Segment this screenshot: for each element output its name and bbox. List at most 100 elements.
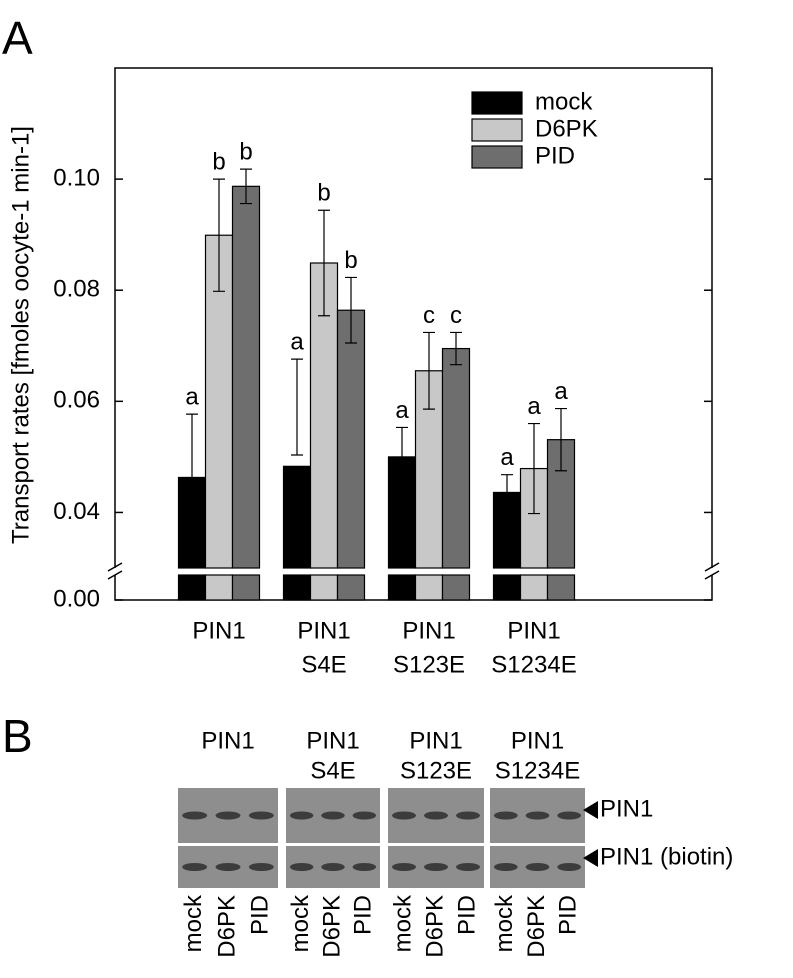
blot-band [215, 863, 241, 871]
significance-letter: a [527, 393, 541, 420]
significance-letter: b [344, 247, 357, 274]
axis-break [704, 562, 720, 572]
bar [282, 465, 312, 569]
bar [177, 574, 207, 601]
arrowhead [583, 849, 598, 867]
blot-band [289, 811, 314, 820]
blot-band [321, 811, 345, 820]
bar [309, 574, 339, 601]
x-tick-label: PIN1 [507, 617, 560, 644]
lane-label: mock [389, 894, 416, 952]
error-bar [318, 209, 330, 317]
blot-group-label: PIN1 [511, 727, 564, 754]
blot-row-label: PIN1 [600, 795, 653, 822]
legend-label: PID [535, 142, 575, 169]
bar [282, 574, 312, 601]
lane-label: mock [180, 894, 207, 952]
blot-band [557, 863, 582, 871]
bar [414, 574, 444, 601]
arrowhead [583, 801, 598, 819]
blot-band [248, 863, 274, 871]
error-bar [240, 168, 252, 205]
significance-letter: a [395, 397, 409, 424]
bar [204, 574, 234, 601]
error-bar [528, 422, 540, 515]
lane-label: mock [491, 894, 518, 952]
lane-label: PID [555, 895, 582, 935]
panel-label: A [2, 12, 33, 64]
blot-band [424, 863, 448, 871]
bar [231, 574, 261, 601]
lane-label: D6PK [213, 895, 240, 958]
y-tick-label: 0.10 [53, 164, 100, 191]
bar [492, 491, 522, 569]
significance-letter: c [450, 302, 462, 329]
error-bar [291, 358, 303, 456]
significance-letter: b [317, 180, 330, 207]
blot-group-label: S1234E [495, 757, 580, 784]
significance-letter: b [239, 138, 252, 165]
axis-break [107, 570, 123, 580]
blot-band [493, 863, 518, 871]
legend-swatch [471, 118, 523, 142]
blot-band [289, 863, 314, 871]
panel-label: B [2, 710, 33, 762]
blot-group-label: S4E [310, 757, 355, 784]
bar [492, 574, 522, 601]
significance-letter: a [500, 444, 514, 471]
error-bar [345, 276, 357, 344]
y-axis-label: Transport rates [fmoles oocyte-1 min-1] [7, 126, 34, 544]
blot-band [392, 863, 416, 871]
blot-band [352, 863, 377, 871]
blot-band [321, 863, 345, 871]
error-bar [423, 331, 435, 410]
blot-group-label: S123E [400, 757, 472, 784]
axis-break [107, 562, 123, 572]
x-tick-label: S123E [393, 651, 465, 678]
error-bar [186, 413, 198, 542]
blot-row-label: PIN1 (biotin) [600, 843, 733, 870]
blot-band [493, 811, 518, 820]
bar [441, 347, 471, 569]
blot-band [392, 811, 416, 820]
significance-letter: a [290, 328, 304, 355]
bar [231, 185, 261, 569]
bar [336, 574, 366, 601]
error-bar [396, 426, 408, 487]
blot-band [182, 863, 208, 871]
significance-letter: c [423, 302, 435, 329]
blot-band [424, 811, 448, 820]
y-tick-label: 0.06 [53, 387, 100, 414]
legend-label: mock [535, 88, 593, 115]
blot-band [557, 811, 582, 820]
x-tick-label: PIN1 [192, 617, 245, 644]
error-bar [213, 178, 225, 292]
x-tick-label: S1234E [491, 651, 576, 678]
blot-band [352, 811, 377, 820]
bar [336, 309, 366, 569]
lane-label: D6PK [318, 895, 345, 958]
blot-group-label: PIN1 [409, 727, 462, 754]
significance-letter: a [185, 383, 199, 410]
lane-label: mock [287, 894, 314, 952]
blot-group-label: PIN1 [201, 727, 254, 754]
bar [546, 574, 576, 601]
lane-label: D6PK [523, 895, 550, 958]
bar [387, 574, 417, 601]
lane-label: PID [453, 895, 480, 935]
error-bar [501, 474, 513, 511]
blot-band [182, 811, 208, 820]
blot-band [525, 863, 550, 871]
blot-band [525, 811, 550, 820]
y-tick-label: 0.08 [53, 276, 100, 303]
significance-letter: a [554, 378, 568, 405]
error-bar [555, 407, 567, 472]
axis-break [704, 570, 720, 580]
error-bar [450, 331, 462, 366]
x-tick-label: S4E [301, 651, 346, 678]
blot-band [248, 811, 274, 820]
bar [519, 574, 549, 601]
lane-label: PID [350, 895, 377, 935]
y-tick-label: 0.00 [53, 585, 100, 612]
blot-band [456, 863, 480, 871]
